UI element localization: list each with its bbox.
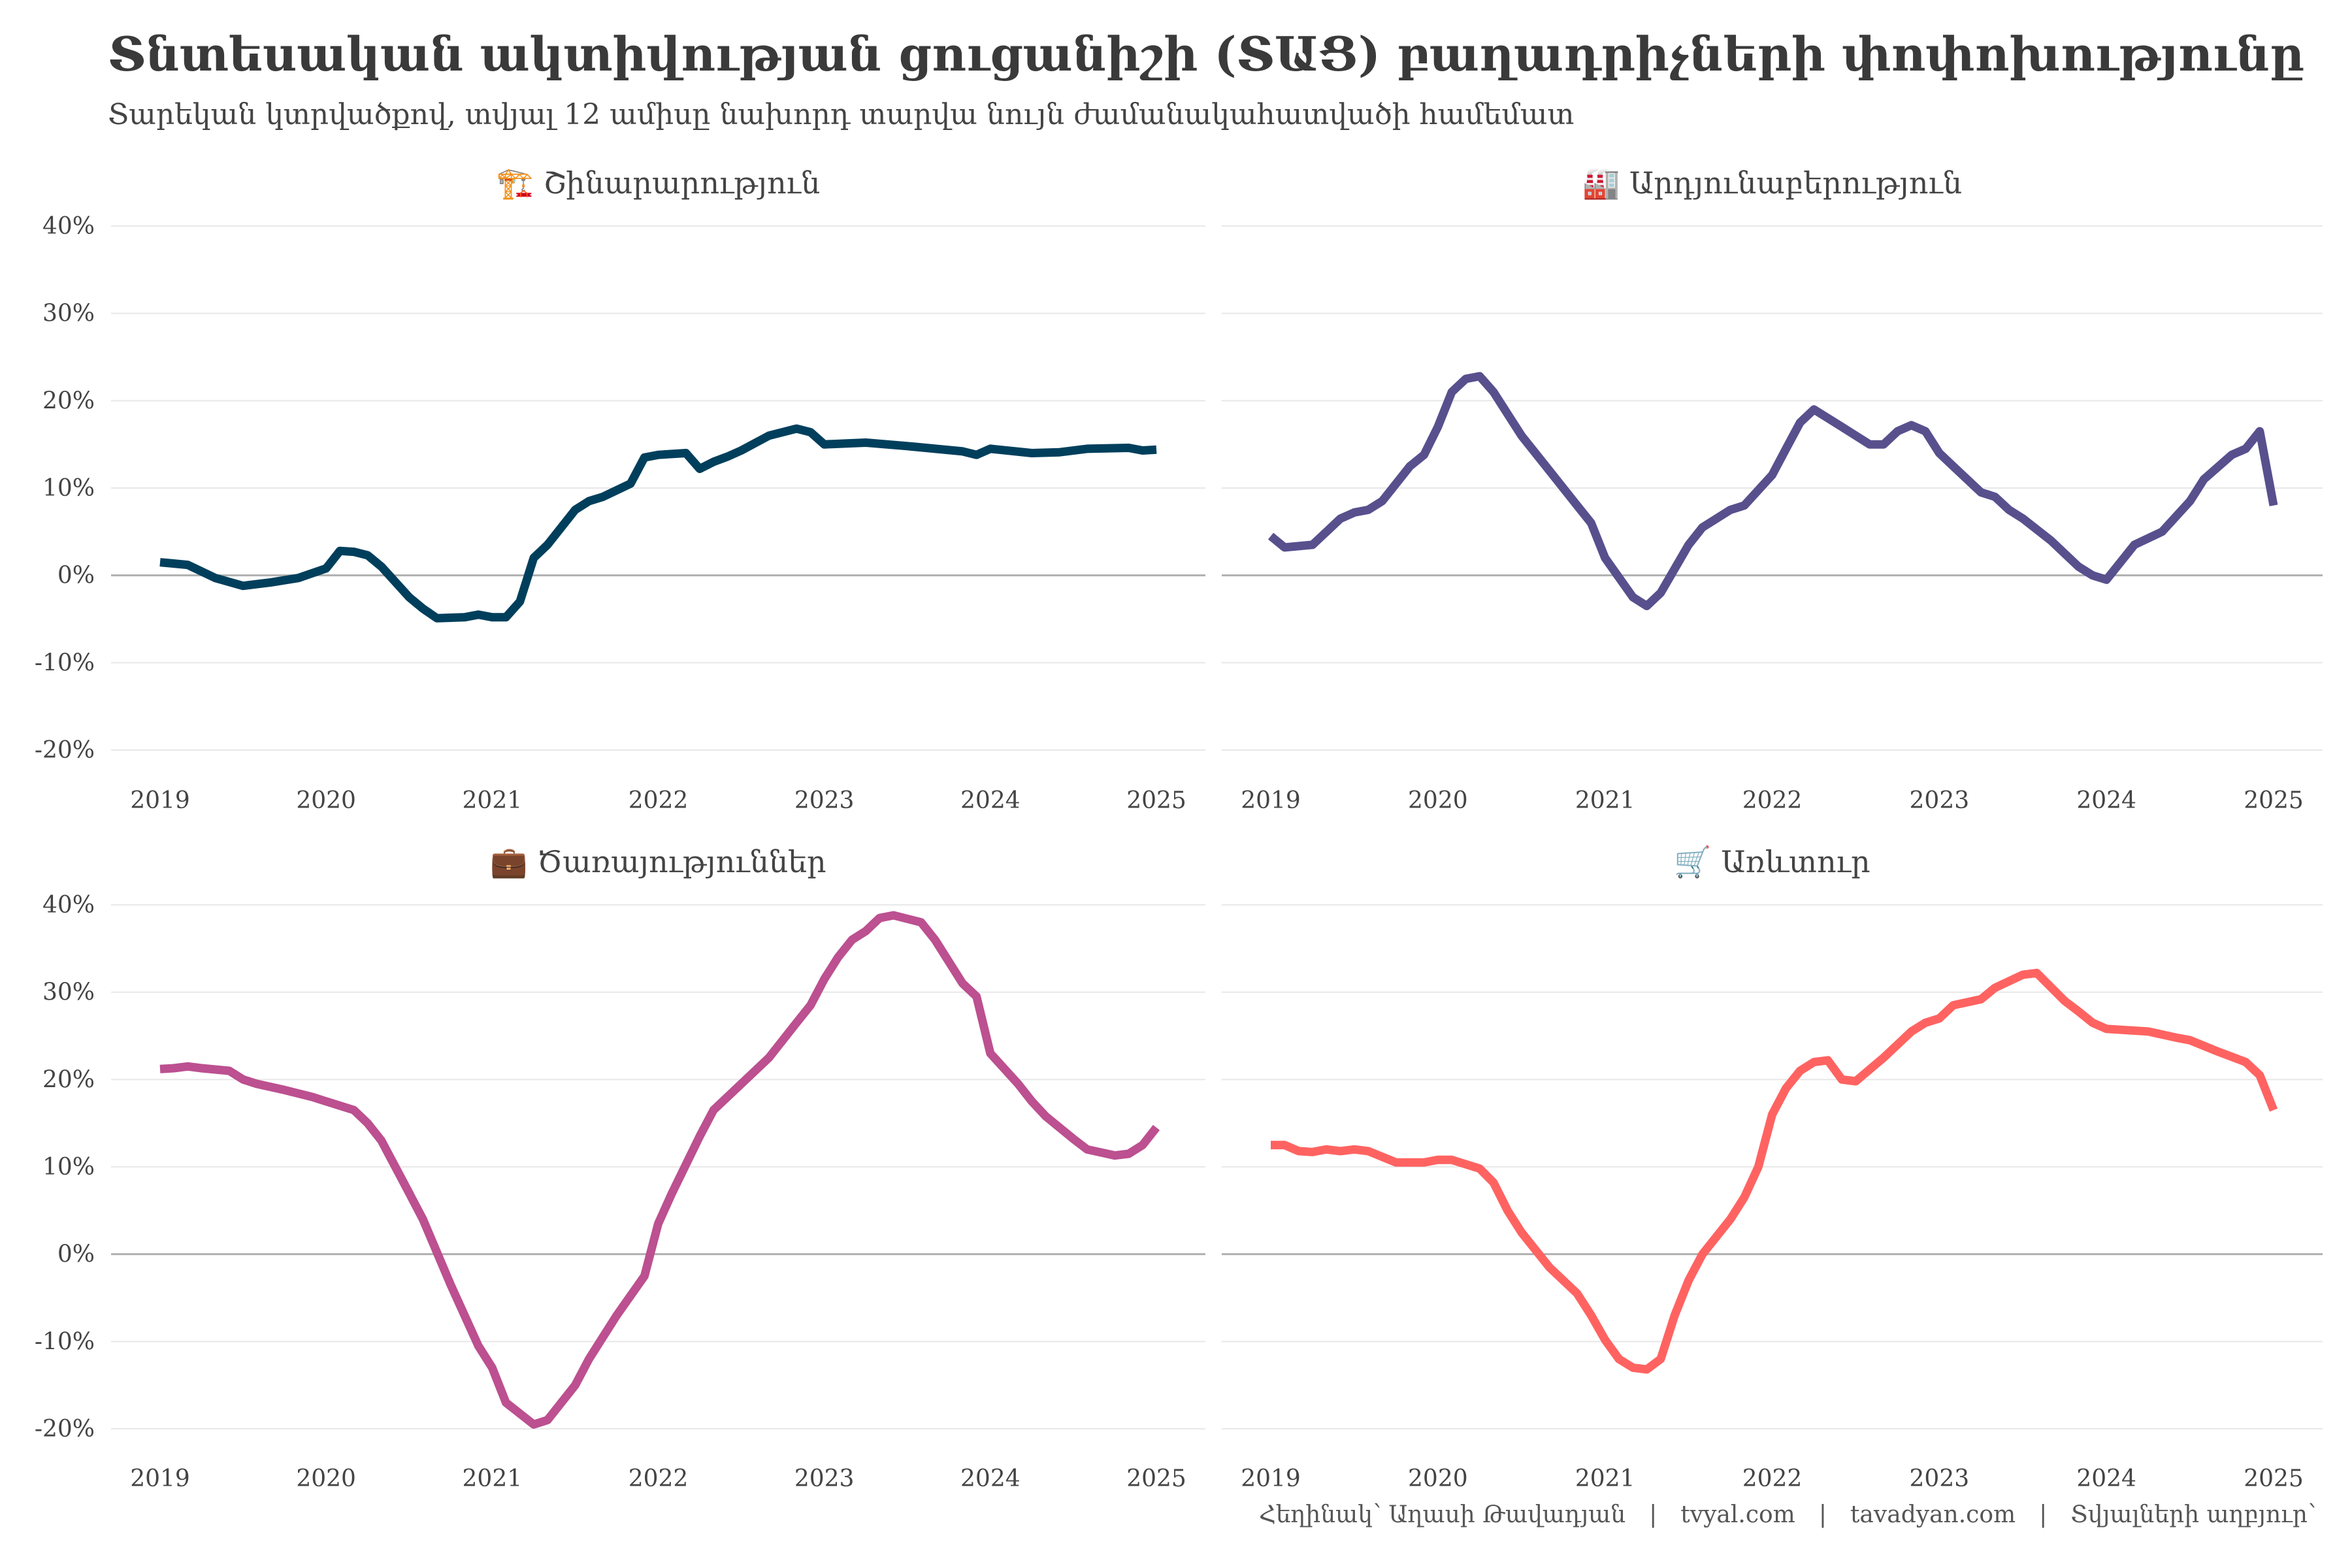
x-tick-label: 2019 — [1241, 1465, 1301, 1492]
x-tick-label: 2019 — [130, 1465, 190, 1492]
x-tick-label: 2023 — [1910, 1465, 1970, 1492]
y-tick-label: 0% — [57, 1241, 95, 1268]
series-line — [159, 424, 1157, 623]
panel-1: -20% -10% 0% 10% 20% 30% 40% 2019 2020 2021 2022 20… — [35, 165, 1205, 814]
x-tick-label: 2024 — [960, 1465, 1021, 1492]
x-tick-label: 2022 — [629, 787, 689, 814]
x-tick-label: 2022 — [1742, 787, 1803, 814]
panel-title-text: Արդյունաբերություն — [1629, 165, 1962, 201]
x-tick-label: 2023 — [1910, 787, 1970, 814]
x-tick-label: 2020 — [296, 787, 356, 814]
panel-title: 💼 Ծառայություններ — [490, 844, 826, 879]
panel-icon: 💼 — [490, 844, 537, 879]
panel-title-text: Ծառայություններ — [537, 844, 826, 879]
y-tick-label: 30% — [42, 301, 95, 327]
caption: Հեղինակ՝ Աղասի Թավադյան | tvyal.com | tavady… — [1259, 1501, 2316, 1528]
caption-separator: | — [2039, 1501, 2048, 1528]
series-line — [1267, 372, 2278, 610]
x-tick-label: 2023 — [794, 1465, 855, 1492]
panel-title-text: Շինարարություն — [544, 165, 821, 201]
panel-title-text: Առևտուր — [1721, 844, 1870, 879]
y-tick-label: 40% — [42, 892, 95, 919]
y-tick-label: 30% — [42, 979, 95, 1006]
x-tick-label: 2021 — [1575, 1465, 1635, 1492]
x-tick-label: 2019 — [1241, 787, 1301, 814]
x-tick-label: 2025 — [2244, 1465, 2304, 1492]
series-line — [1271, 968, 2278, 1374]
series-line — [159, 911, 1160, 1429]
caption-author: Հեղինակ՝ Աղասի Թավադյան — [1258, 1501, 1626, 1528]
y-tick-label: 40% — [42, 213, 95, 240]
panel-icon: 🏗️ — [497, 165, 544, 201]
y-tick-label: -20% — [35, 737, 95, 764]
caption-source: Տվյալների աղբյուր՝ — [2070, 1501, 2316, 1528]
panel-title: 🛒 Առևտուր — [1674, 844, 1870, 879]
panel-3: -20% -10% 0% 10% 20% 30% 40% 2019 2020 2021 2022 20… — [35, 844, 1205, 1492]
y-tick-label: -10% — [35, 1328, 95, 1355]
y-tick-label: 20% — [42, 387, 95, 414]
panel-icon: 🛒 — [1674, 844, 1721, 879]
x-tick-label: 2025 — [1126, 1465, 1186, 1492]
x-tick-label: 2019 — [130, 787, 190, 814]
x-tick-label: 2020 — [1408, 787, 1468, 814]
x-tick-label: 2025 — [2244, 787, 2304, 814]
x-tick-label: 2021 — [1575, 787, 1635, 814]
x-tick-label: 2022 — [1742, 1465, 1803, 1492]
panel-icon: 🏭 — [1582, 165, 1629, 201]
panel-title: 🏗️ Շինարարություն — [497, 165, 821, 201]
panel-4: 2019 2020 2021 2022 2023 2024 2025 🛒 Առևտուր — [1222, 844, 2323, 1492]
caption-separator: | — [1649, 1501, 1658, 1528]
caption-site-tavadyan: tavadyan.com — [1850, 1501, 2016, 1528]
x-tick-label: 2022 — [629, 1465, 689, 1492]
x-tick-label: 2024 — [2076, 1465, 2136, 1492]
y-tick-label: 10% — [42, 475, 95, 502]
chart-subtitle: Տարեկան կտրվածքով, տվյալ 12 ամիսը նախորդ… — [108, 98, 1575, 131]
caption-separator: | — [1818, 1501, 1827, 1528]
x-tick-label: 2020 — [296, 1465, 356, 1492]
x-tick-label: 2024 — [960, 787, 1021, 814]
x-tick-label: 2024 — [2076, 787, 2136, 814]
chart-title: Տնտեսական ակտիվության ցուցանիշի (ՏԱՑ) բա… — [108, 26, 2304, 82]
y-tick-label: -10% — [35, 649, 95, 676]
panel-2: 2019 2020 2021 2022 2023 2024 2025 🏭 Արդյունաբե… — [1222, 165, 2323, 814]
y-tick-label: 0% — [57, 563, 95, 589]
y-tick-label: -20% — [35, 1416, 95, 1443]
x-tick-label: 2021 — [463, 787, 523, 814]
x-tick-label: 2023 — [794, 787, 855, 814]
y-tick-label: 10% — [42, 1154, 95, 1181]
caption-site-tvyal: tvyal.com — [1680, 1501, 1795, 1528]
panel-title: 🏭 Արդյունաբերություն — [1582, 165, 1962, 201]
x-tick-label: 2020 — [1408, 1465, 1468, 1492]
y-tick-label: 20% — [42, 1066, 95, 1093]
x-tick-label: 2025 — [1126, 787, 1186, 814]
x-tick-label: 2021 — [463, 1465, 523, 1492]
